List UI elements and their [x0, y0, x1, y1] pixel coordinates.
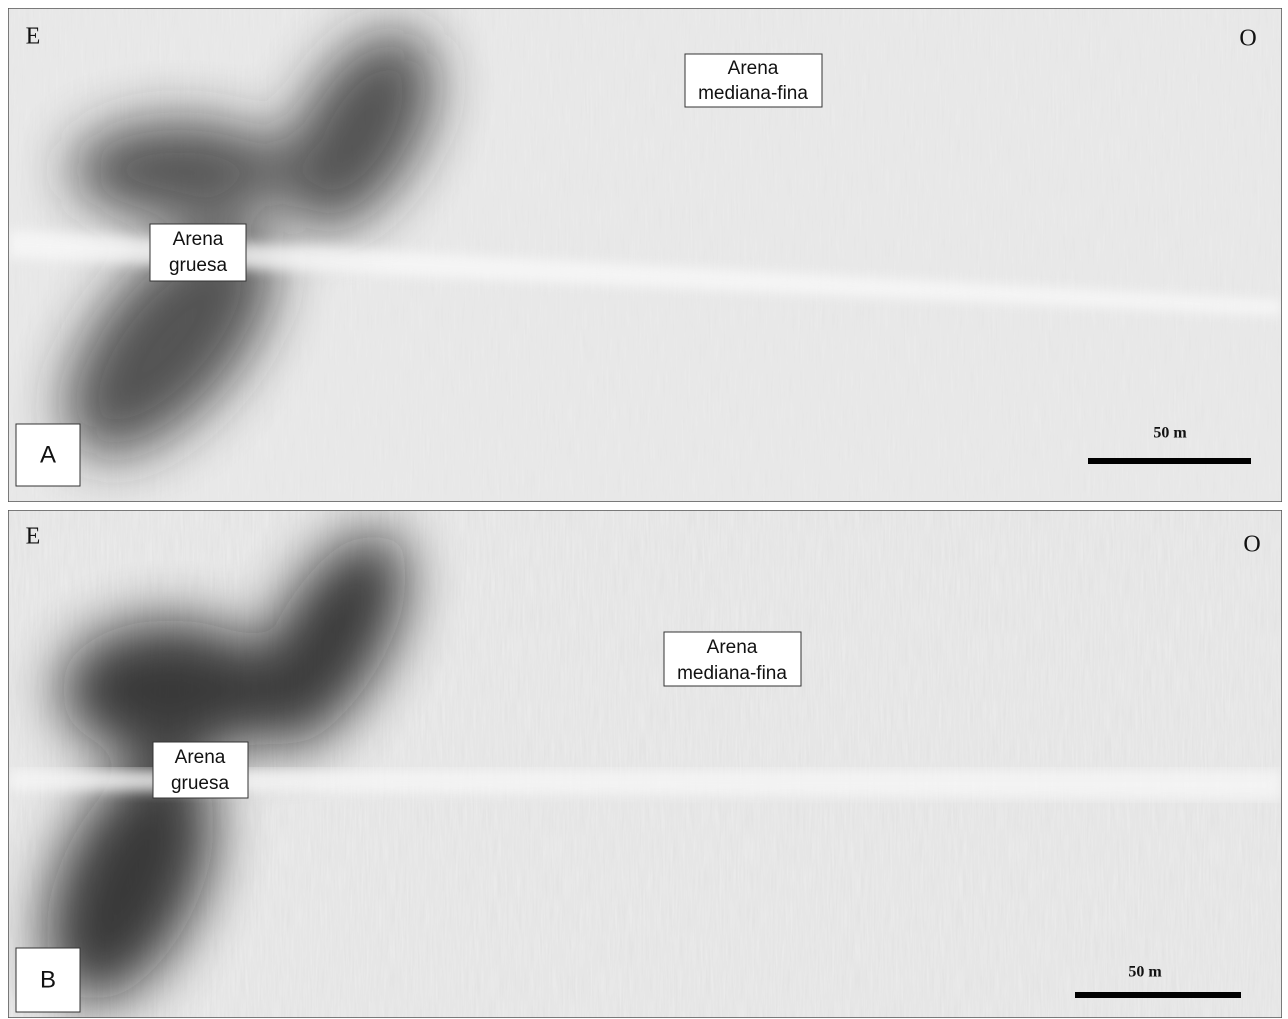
coarse-sand-label: Arena — [175, 747, 226, 768]
page: E O Arena mediana-fina Arena gruesa A 50… — [0, 0, 1288, 1019]
scale-bar — [1075, 992, 1241, 998]
scale-label: 50 m — [1128, 964, 1162, 981]
panel-letter: A — [40, 441, 56, 468]
coarse-sand-label: gruesa — [171, 773, 230, 794]
fine-sand-label: mediana-fina — [677, 663, 787, 684]
fine-sand-label: Arena — [707, 637, 758, 658]
west-label: O — [1243, 532, 1260, 558]
coarse-sand-label: gruesa — [169, 255, 228, 276]
figure: E O Arena mediana-fina Arena gruesa A 50… — [0, 0, 1288, 1019]
panel-letter: B — [40, 966, 56, 993]
scale-label: 50 m — [1153, 425, 1187, 442]
scale-bar — [1088, 458, 1251, 464]
west-label: O — [1239, 26, 1256, 52]
east-label: E — [26, 524, 41, 550]
fine-sand-label: Arena — [728, 58, 779, 79]
coarse-sand-label: Arena — [173, 229, 224, 250]
east-label: E — [26, 24, 41, 50]
fine-sand-label: mediana-fina — [698, 83, 808, 104]
